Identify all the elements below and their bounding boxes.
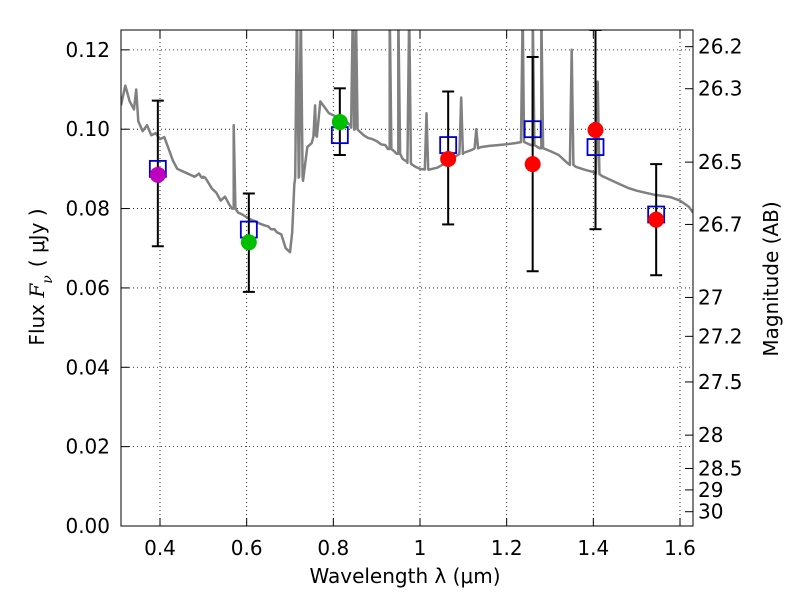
observed-point	[331, 114, 348, 131]
x-tick-label: 1.4	[577, 536, 609, 560]
y-axis-label-unit: ( μJy )	[25, 208, 49, 267]
x-tick-label: 0.4	[144, 536, 176, 560]
spectrum-line	[121, 30, 693, 254]
x-tick-label: 0.6	[231, 536, 263, 560]
y-tick-label: 0.08	[65, 197, 110, 221]
model-spectrum	[121, 30, 693, 254]
ticks: 0.4 0.6 0.8 1 1.2 1.4 1.6 0.00 0.02 0.04 0.06 0.08 0…	[65, 30, 743, 560]
right-tick-label: 26.7	[698, 212, 743, 236]
x-tick-label: 1	[414, 536, 427, 560]
right-tick-label: 27.2	[698, 324, 743, 348]
observed-point	[648, 211, 665, 228]
y-tick-label: 0.06	[65, 276, 110, 300]
observed-point	[149, 166, 166, 183]
right-tick-label: 26.3	[698, 77, 743, 101]
x-tick-label: 1.2	[491, 536, 523, 560]
y-tick-label: 0.10	[65, 117, 110, 141]
right-tick-label: 26.5	[698, 150, 743, 174]
y-tick-label: 0.04	[65, 355, 110, 379]
y-tick-label: 0.00	[65, 514, 110, 538]
y-axis-label-symbol: F	[25, 283, 49, 299]
y-axis-label: Flux Fν ( μJy )	[25, 208, 56, 345]
right-tick-label: 30	[698, 500, 723, 524]
model-square	[586, 138, 605, 156]
x-tick-label: 1.6	[664, 536, 696, 560]
observed-point	[524, 156, 541, 173]
y-tick-label: 0.02	[65, 435, 110, 459]
right-tick-label: 28	[698, 423, 723, 447]
right-tick-label: 27	[698, 285, 723, 309]
right-tick-label: 29	[698, 478, 723, 502]
observed-point	[240, 234, 257, 251]
plot-frame	[120, 29, 694, 527]
x-axis-label: Wavelength λ (μm)	[309, 564, 500, 588]
observed-photometry	[149, 114, 665, 251]
observed-point	[587, 121, 604, 138]
model-photometry	[148, 120, 666, 239]
right-axis-label: Magnitude (AB)	[759, 201, 783, 356]
y-axis-label-prefix: Flux	[25, 298, 49, 346]
y-tick-label: 0.12	[65, 38, 110, 62]
observed-point	[440, 150, 457, 167]
y-axis-label-subscript: ν	[40, 275, 56, 284]
right-tick-label: 26.2	[698, 35, 743, 59]
right-tick-label: 27.5	[698, 370, 743, 394]
right-tick-label: 28.5	[698, 456, 743, 480]
x-tick-label: 0.8	[317, 536, 349, 560]
model-square	[523, 120, 542, 139]
